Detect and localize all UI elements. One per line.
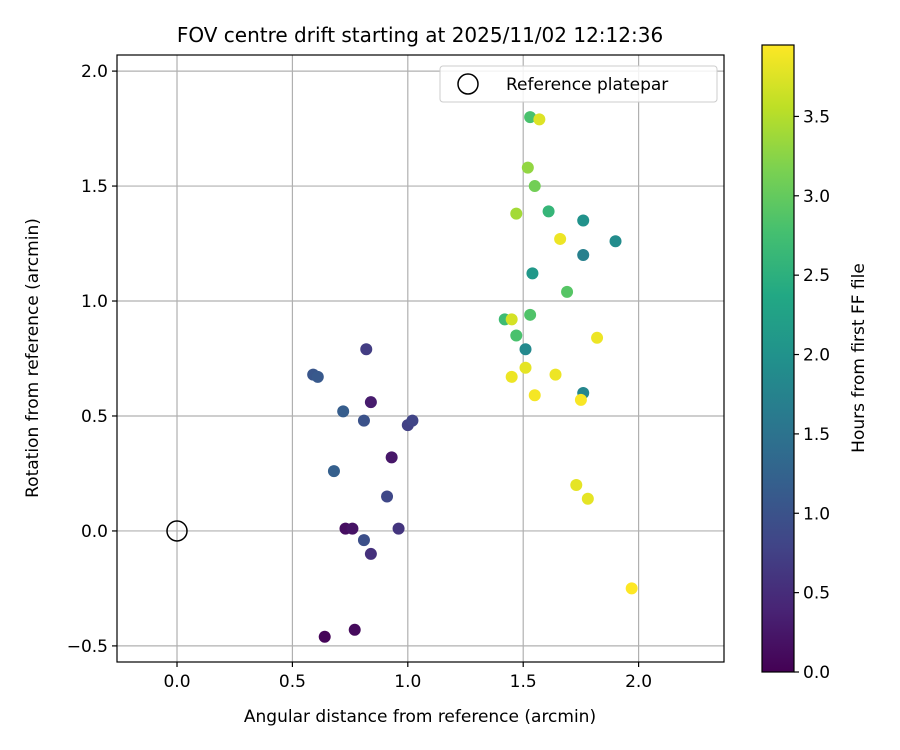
x-tick-label: 1.0: [394, 672, 421, 692]
data-point: [364, 396, 377, 409]
legend-reference-icon: [457, 73, 479, 95]
data-point: [505, 313, 518, 326]
data-point: [591, 331, 604, 344]
data-point: [561, 285, 574, 298]
colorbar-tick-label: 0.0: [803, 663, 830, 683]
x-axis-label: Angular distance from reference (arcmin): [244, 707, 596, 727]
colorbar-tick-label: 3.5: [803, 107, 830, 127]
data-point: [346, 522, 359, 535]
data-point: [581, 492, 594, 505]
x-tick-label: 2.0: [625, 672, 652, 692]
data-point: [528, 389, 541, 402]
data-points: [307, 111, 638, 643]
data-point: [609, 235, 622, 248]
data-point: [528, 180, 541, 193]
data-point: [510, 329, 523, 342]
data-point: [381, 490, 394, 503]
data-point: [524, 111, 537, 124]
data-point: [360, 343, 373, 356]
data-point: [337, 405, 350, 418]
data-point: [524, 308, 537, 321]
data-point: [327, 465, 340, 478]
x-tick-label: 0.5: [279, 672, 306, 692]
data-point: [311, 370, 324, 383]
y-tick-label: −0.5: [67, 637, 108, 657]
y-tick-label: 2.0: [81, 62, 108, 82]
y-tick-label: 1.0: [81, 292, 108, 312]
data-point: [533, 113, 546, 126]
legend-reference-label: Reference platepar: [506, 75, 668, 95]
colorbar-ticks: 0.0 0.5 1.0 1.5 2.0 2.5 3.0 3.5: [794, 107, 830, 683]
x-axis-ticks: 0.0 0.5 1.0 1.5 2.0: [163, 662, 652, 692]
grid: [117, 55, 724, 662]
data-point: [348, 623, 361, 636]
y-tick-label: 0.0: [81, 522, 108, 542]
colorbar-tick-label: 1.0: [803, 504, 830, 524]
data-point: [357, 534, 370, 547]
data-point: [521, 161, 534, 174]
data-point: [406, 414, 419, 427]
data-point: [577, 214, 590, 227]
data-point: [364, 547, 377, 560]
data-point: [570, 478, 583, 491]
data-point: [542, 205, 555, 218]
data-point: [574, 393, 587, 406]
data-point: [554, 232, 567, 245]
x-tick-label: 1.5: [510, 672, 537, 692]
chart-title: FOV centre drift starting at 2025/11/02 …: [177, 23, 663, 47]
legend-box: [439, 65, 718, 103]
data-point: [318, 630, 331, 643]
colorbar-gradient: [761, 44, 795, 673]
data-point: [519, 361, 532, 374]
data-point: [505, 370, 518, 383]
plot-frame: [116, 54, 725, 663]
data-point: [526, 267, 539, 280]
data-point: [392, 522, 405, 535]
y-axis-ticks: −0.5 0.0 0.5 1.0 1.5 2.0: [67, 62, 117, 657]
colorbar-tick-label: 1.5: [803, 425, 830, 445]
colorbar-tick-label: 2.5: [803, 266, 830, 286]
colorbar-tick-label: 0.5: [803, 584, 830, 604]
colorbar-tick-label: 3.0: [803, 187, 830, 207]
data-point: [549, 368, 562, 381]
reference-marker: [166, 520, 188, 542]
data-point: [625, 582, 638, 595]
colorbar-label: Hours from first FF file: [849, 263, 869, 453]
data-point: [510, 207, 523, 220]
colorbar-tick-label: 2.0: [803, 346, 830, 366]
legend: Reference platepar: [439, 65, 718, 103]
data-point: [577, 249, 590, 262]
data-point: [357, 414, 370, 427]
data-point: [519, 343, 532, 356]
data-point: [385, 451, 398, 464]
y-axis-label: Rotation from reference (arcmin): [23, 218, 43, 498]
y-tick-label: 1.5: [81, 177, 108, 197]
colorbar: 0.0 0.5 1.0 1.5 2.0 2.5 3.0 3.5 Hours from firs…: [761, 44, 869, 683]
x-tick-label: 0.0: [163, 672, 190, 692]
y-tick-label: 0.5: [81, 407, 108, 427]
